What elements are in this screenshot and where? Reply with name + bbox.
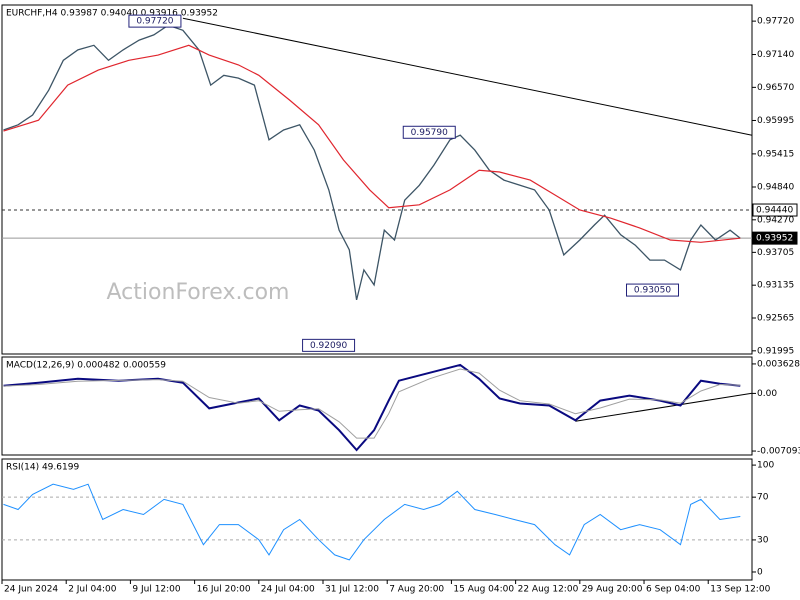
y-tick-label: 0.93705 <box>757 248 794 258</box>
annotation-box <box>626 283 680 297</box>
y-tick-label: 0.94840 <box>757 182 794 192</box>
y-tick-label: 0.94270 <box>757 215 794 225</box>
panel-frame <box>1 4 753 355</box>
panel-title: MACD(12,26,9) 0.000482 0.000559 <box>6 361 166 371</box>
y-tick-label: 0 <box>757 567 763 577</box>
panel-title: RSI(14) 49.6199 <box>6 463 79 473</box>
y-tick-label: 0.93135 <box>757 281 794 291</box>
price-label: 0.94440 <box>756 206 793 216</box>
y-tick-label: 30 <box>757 535 769 545</box>
panel-frame <box>1 356 753 456</box>
x-tick-label: 24 Jul 04:00 <box>261 585 315 595</box>
series-line <box>3 483 741 561</box>
x-tick-label: 13 Sep 12:00 <box>710 585 770 595</box>
y-tick-label: 0.92565 <box>757 314 794 324</box>
x-tick-label: 9 Jul 12:00 <box>132 585 181 595</box>
y-tick-label: 0.97140 <box>757 50 794 60</box>
series-line <box>3 363 741 452</box>
x-tick-label: 15 Aug 04:00 <box>453 585 514 595</box>
y-tick-label: 0.96570 <box>757 83 794 93</box>
series-line <box>3 44 741 243</box>
annotation-label: 0.97720 <box>136 17 173 27</box>
trendline <box>182 17 753 136</box>
annotation-box <box>128 14 182 28</box>
watermark: ActionForex.com <box>107 280 290 305</box>
panel-title: EURCHF,H4 0.93987 0.94040 0.93916 0.9395… <box>6 9 218 19</box>
x-tick-label: 6 Sep 04:00 <box>646 585 701 595</box>
series-line <box>3 24 741 301</box>
annotation-box <box>302 338 356 352</box>
y-tick-label: 70 <box>757 493 769 503</box>
y-tick-label: 0.97720 <box>757 17 794 27</box>
y-tick-label: 0.95995 <box>757 116 794 126</box>
y-tick-label: 0.00 <box>757 389 777 399</box>
price-label-box <box>752 231 798 245</box>
x-tick-label: 29 Aug 20:00 <box>582 585 643 595</box>
x-tick-label: 31 Jul 12:00 <box>325 585 379 595</box>
series-line <box>3 368 741 439</box>
annotation-label: 0.93050 <box>634 286 671 296</box>
price-label-box <box>752 203 798 217</box>
trendline <box>575 392 753 422</box>
y-tick-label: -0.007093 <box>757 447 800 457</box>
x-tick-label: 24 Jun 2024 <box>4 585 58 595</box>
price-label: 0.93952 <box>756 234 793 244</box>
x-tick-label: 22 Aug 12:00 <box>518 585 579 595</box>
annotation-label: 0.92090 <box>310 341 347 351</box>
x-tick-label: 16 Jul 20:00 <box>197 585 251 595</box>
y-tick-label: 100 <box>757 461 774 471</box>
y-tick-label: 0.95415 <box>757 149 794 159</box>
y-tick-label: 0.003628 <box>757 359 800 369</box>
x-tick-label: 7 Aug 20:00 <box>389 585 444 595</box>
y-tick-label: 0.91995 <box>757 346 794 356</box>
x-tick-label: 2 Jul 04:00 <box>68 585 117 595</box>
annotation-box <box>402 125 456 139</box>
panel-frame <box>1 458 753 581</box>
annotation-label: 0.95790 <box>411 128 448 138</box>
